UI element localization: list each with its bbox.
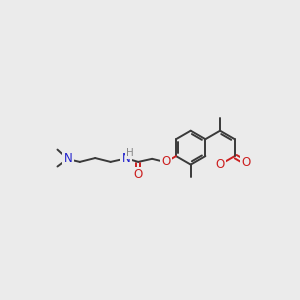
Text: O: O	[215, 158, 225, 171]
Text: N: N	[122, 152, 130, 164]
Text: O: O	[242, 156, 251, 169]
Text: H: H	[126, 148, 134, 158]
Text: O: O	[161, 155, 171, 168]
Text: O: O	[134, 169, 143, 182]
Text: N: N	[64, 152, 73, 165]
